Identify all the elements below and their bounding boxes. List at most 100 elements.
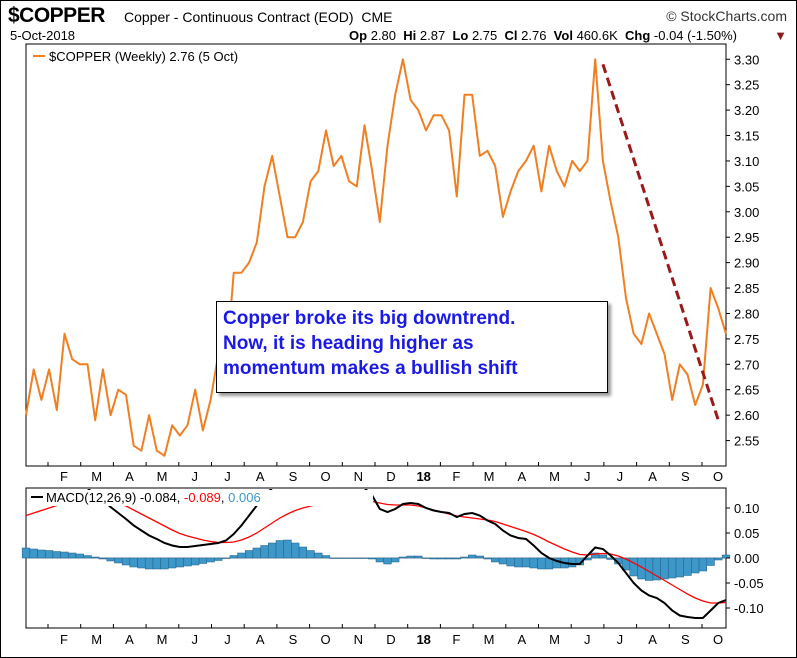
macd-histogram-bar (60, 551, 69, 559)
price-y-tick-label: 2.85 (734, 281, 759, 296)
macd-x-tick-label: A (125, 632, 134, 647)
vol-label: Vol (553, 28, 573, 43)
price-y-tick-label: 3.10 (734, 154, 759, 169)
macd-histogram-bar (152, 557, 161, 570)
macd-x-tick-label: O (321, 632, 331, 647)
macd-histogram-bar (291, 542, 300, 559)
macd-histogram-bar (460, 556, 469, 559)
macd-histogram-bar (483, 557, 492, 560)
macd-histogram-bar (137, 557, 146, 569)
chg-label: Chg (625, 28, 651, 43)
annotation-box: Copper broke its big downtrend. Now, it … (216, 301, 608, 393)
macd-y-tick-label: 0.00 (734, 551, 759, 566)
price-y-tick-label: 2.80 (734, 306, 759, 321)
price-y-tick-label: 3.15 (734, 129, 759, 144)
symbol-title: $COPPER (8, 4, 105, 27)
macd-x-tick-label: S (289, 632, 298, 647)
macd-histogram-bar (414, 555, 423, 559)
macd-signal-line (26, 497, 726, 604)
macd-histogram-bar (468, 554, 477, 559)
macd-histogram-bar (437, 557, 446, 560)
macd-legend-label: MACD(12,26,9) -0.084, -0.089, 0.006 (46, 490, 261, 505)
macd-legend-macd-value: -0.084 (140, 490, 177, 505)
macd-x-tick-label: A (256, 632, 265, 647)
macd-histogram-bar (421, 557, 431, 559)
price-x-tick-label: 18 (416, 469, 430, 484)
macd-histogram-bar (37, 549, 46, 559)
macd-histogram-bar (268, 542, 277, 559)
open-label: Op (349, 28, 368, 43)
macd-x-tick-label: O (713, 632, 723, 647)
macd-legend-sep: , (177, 490, 184, 505)
price-x-tick-label: A (125, 469, 134, 484)
macd-x-tick-label: M (549, 632, 560, 647)
macd-line (26, 489, 726, 619)
macd-legend-hist-value: 0.006 (228, 490, 261, 505)
macd-y-tick-label: 0.05 (734, 526, 759, 541)
macd-histogram-bar (29, 548, 38, 559)
macd-histogram-bar (598, 554, 608, 559)
brand-label[interactable]: © StockCharts.com (666, 8, 787, 24)
macd-histogram-bar (244, 550, 254, 559)
macd-histogram-bar (360, 557, 369, 559)
close-label: Cl (504, 28, 518, 43)
macd-histogram-bar (375, 557, 384, 563)
macd-histogram-bar (198, 557, 208, 564)
macd-histogram-bar (106, 557, 115, 562)
ohlc-readout: Op 2.80 Hi 2.87 Lo 2.75 Cl 2.76 Vol 460.… (349, 28, 737, 43)
macd-histogram-bar (306, 550, 315, 559)
macd-legend-sep: , (221, 490, 228, 505)
macd-histogram-bar (21, 547, 31, 559)
macd-histogram-bar (406, 555, 415, 559)
macd-histogram-bar (144, 557, 154, 570)
macd-histogram-bar (329, 557, 338, 559)
price-y-tick-label: 2.70 (734, 357, 759, 372)
description-text: Copper - Continuous Contract (EOD) (124, 9, 354, 25)
macd-x-tick-label: J (224, 632, 231, 647)
macd-histogram-bar (714, 557, 723, 561)
macd-histogram-bar (344, 557, 354, 559)
price-x-tick-label: M (549, 469, 560, 484)
macd-histogram-bar (514, 557, 523, 568)
symbol-description: Copper - Continuous Contract (EOD) CME (124, 9, 392, 25)
price-y-tick-label: 2.95 (734, 230, 759, 245)
price-x-tick-label: J (584, 469, 591, 484)
macd-legend-signal-value: -0.089 (184, 490, 221, 505)
price-y-tick-label: 2.75 (734, 332, 759, 347)
macd-x-tick-label: J (617, 632, 624, 647)
macd-histogram-bar (114, 557, 123, 564)
macd-histogram-bar (429, 557, 438, 560)
price-x-tick-label: M (484, 469, 495, 484)
macd-x-tick-label: 18 (416, 632, 430, 647)
macd-histogram-bar (352, 557, 361, 559)
macd-histogram-bar (160, 557, 169, 570)
price-x-tick-label: M (157, 469, 168, 484)
macd-legend-title: MACD(12,26,9) (46, 490, 140, 505)
macd-histogram-bar (221, 557, 231, 559)
price-x-tick-label: F (60, 469, 68, 484)
macd-histogram-bar (206, 557, 215, 563)
macd-legend-bg (28, 490, 373, 506)
price-y-tick-label: 3.05 (734, 179, 759, 194)
macd-histogram-bar (452, 557, 461, 560)
price-x-tick-label: A (517, 469, 526, 484)
price-x-tick-label: S (681, 469, 690, 484)
macd-histogram-bar (698, 557, 708, 572)
macd-histogram-bar (675, 557, 684, 578)
price-y-tick-label: 2.55 (734, 434, 759, 449)
macd-histogram-bar (506, 557, 515, 567)
price-x-tick-label: J (224, 469, 231, 484)
macd-x-tick-label: N (354, 632, 363, 647)
macd-histogram-bar (568, 557, 577, 568)
macd-histogram-bar (52, 551, 61, 559)
high-value: 2.87 (419, 28, 446, 43)
price-x-tick-label: A (256, 469, 265, 484)
macd-x-tick-label: M (484, 632, 495, 647)
macd-histogram-bar (91, 556, 100, 559)
price-x-tick-label: O (713, 469, 723, 484)
macd-histogram-bar (275, 540, 284, 559)
macd-histogram-bar (44, 550, 54, 559)
macd-histogram-bar (283, 539, 292, 559)
macd-histogram-bar (529, 557, 538, 569)
exchange-text: CME (361, 9, 393, 25)
